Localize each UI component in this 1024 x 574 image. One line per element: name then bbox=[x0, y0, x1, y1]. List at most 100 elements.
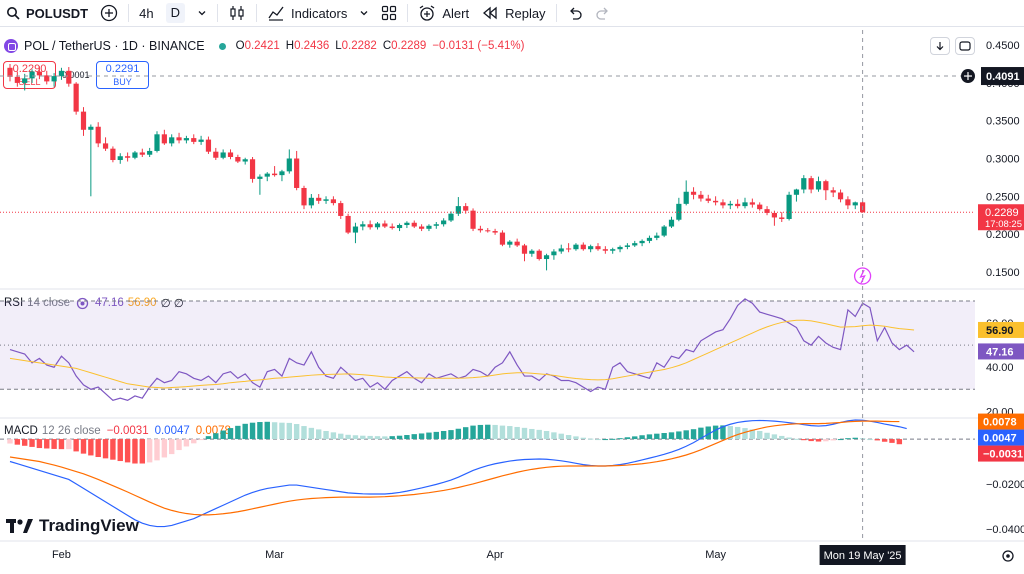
candle-body bbox=[735, 203, 741, 207]
candle-body bbox=[558, 248, 564, 252]
macd-histogram-bar bbox=[837, 439, 844, 441]
macd-histogram-bar bbox=[845, 438, 851, 440]
candle-body bbox=[610, 249, 616, 251]
candle-body bbox=[404, 222, 410, 226]
candle-body bbox=[382, 223, 388, 227]
candle-body bbox=[654, 235, 660, 238]
macd-histogram-bar bbox=[330, 432, 337, 440]
macd-histogram-bar bbox=[66, 439, 72, 450]
candle-body bbox=[624, 245, 630, 247]
macd-histogram-bar bbox=[176, 439, 182, 451]
candle-body bbox=[279, 171, 285, 176]
candle-body bbox=[257, 176, 263, 179]
candle-body bbox=[411, 222, 417, 227]
candle-body bbox=[308, 197, 314, 206]
macd-histogram-bar bbox=[279, 422, 285, 440]
gear-icon bbox=[1006, 554, 1010, 558]
macd-histogram-bar bbox=[617, 438, 623, 440]
candle-body bbox=[720, 202, 726, 206]
candle-body bbox=[514, 241, 520, 246]
rsi-label[interactable]: RSI bbox=[4, 297, 24, 309]
time-axis-label: May bbox=[705, 549, 726, 561]
high-value: 0.2436 bbox=[294, 40, 330, 52]
chart-title[interactable]: POL / TetherUS · 1D · BINANCE bbox=[24, 39, 205, 53]
candle-body bbox=[617, 246, 623, 250]
indicators-dropdown[interactable] bbox=[353, 0, 375, 26]
candle-body bbox=[668, 219, 675, 227]
macd-histogram-bar bbox=[815, 439, 822, 442]
macd-legend: MACD 12 26 close −0.0031 0.0047 0.0078 bbox=[4, 425, 231, 437]
candle-body bbox=[205, 139, 212, 152]
macd-histogram-bar bbox=[852, 437, 858, 440]
redo-button[interactable] bbox=[589, 0, 617, 26]
symbol-search[interactable]: POLUSDT bbox=[0, 0, 94, 26]
macd-label[interactable]: MACD bbox=[4, 425, 38, 437]
price-axis-tick: 0.4500 bbox=[986, 40, 1020, 52]
indicators-button[interactable]: Indicators bbox=[261, 0, 353, 26]
sell-button[interactable]: 0.2290 SELL bbox=[3, 61, 56, 89]
macd-histogram-bar bbox=[440, 430, 447, 440]
alert-label: Alert bbox=[442, 5, 470, 21]
alert-button[interactable]: Alert bbox=[412, 0, 475, 26]
macd-histogram-bar bbox=[448, 430, 454, 440]
lightning-icon bbox=[853, 267, 872, 285]
layout-button[interactable] bbox=[375, 0, 403, 26]
rsi-value: 47.16 bbox=[95, 297, 124, 309]
candle-body bbox=[161, 134, 167, 144]
interval-4h-button[interactable]: 4h bbox=[139, 5, 154, 21]
candle-body bbox=[529, 250, 535, 254]
candle-body bbox=[419, 226, 425, 229]
macd-histogram-bar bbox=[51, 439, 57, 449]
ohlc-values: O0.2421 H0.2436 L0.2282 C0.2289 −0.0131 (−5.… bbox=[236, 40, 531, 52]
interval-dropdown[interactable] bbox=[191, 0, 213, 26]
rsi-ma-value: 56.90 bbox=[127, 297, 157, 309]
macd-histogram-bar bbox=[536, 429, 542, 440]
candle-body bbox=[823, 181, 829, 191]
candle-body bbox=[713, 200, 719, 203]
macd-histogram-bar bbox=[286, 422, 292, 440]
candle-body bbox=[771, 212, 777, 218]
undo-button[interactable] bbox=[561, 0, 589, 26]
replay-button[interactable]: Replay bbox=[475, 0, 551, 26]
candle-body bbox=[102, 143, 109, 149]
chevron-down-icon bbox=[197, 8, 207, 18]
maximize-button[interactable] bbox=[955, 37, 975, 55]
candle-body bbox=[294, 158, 300, 188]
macd-histogram-bar bbox=[573, 436, 579, 440]
candle-body bbox=[852, 202, 858, 206]
price-axis-tick: 0.2000 bbox=[986, 229, 1020, 241]
interval-d-button[interactable]: D bbox=[160, 0, 191, 26]
candle-body bbox=[793, 189, 800, 195]
compare-button[interactable] bbox=[94, 0, 124, 26]
macd-histogram-bar bbox=[249, 422, 256, 440]
chart-type-button[interactable] bbox=[222, 0, 252, 26]
macd-hist-tag-label: −0.0031 bbox=[983, 449, 1023, 461]
rsi-settings-icon[interactable] bbox=[76, 297, 89, 310]
macd-histogram-bar bbox=[433, 431, 439, 440]
macd-histogram-bar bbox=[183, 439, 190, 447]
buy-button[interactable]: 0.2291 BUY bbox=[96, 61, 149, 89]
close-value: 0.2289 bbox=[391, 40, 427, 52]
open-label: O bbox=[235, 40, 245, 52]
macd-histogram-bar bbox=[543, 430, 550, 440]
chevron-down-icon bbox=[359, 8, 369, 18]
add-circle-icon bbox=[100, 4, 118, 22]
candle-body bbox=[845, 199, 851, 206]
macd-histogram-bar bbox=[235, 425, 241, 440]
macd-histogram-bar bbox=[95, 439, 101, 458]
last-price-label: 0.2289 bbox=[985, 207, 1019, 219]
macd-histogram-bar bbox=[338, 433, 344, 440]
candle-body bbox=[73, 83, 79, 112]
candle-body bbox=[683, 191, 689, 204]
macd-histogram-bar bbox=[742, 428, 748, 440]
macd-histogram-bar bbox=[301, 426, 307, 440]
candle-body bbox=[580, 244, 586, 250]
macd-histogram-bar bbox=[720, 425, 726, 440]
candle-body bbox=[602, 249, 608, 251]
macd-histogram-bar bbox=[463, 427, 469, 440]
macd-histogram-bar bbox=[308, 427, 315, 440]
macd-histogram-bar bbox=[80, 439, 87, 454]
collapse-button[interactable] bbox=[930, 37, 950, 55]
macd-histogram-bar bbox=[712, 425, 719, 440]
